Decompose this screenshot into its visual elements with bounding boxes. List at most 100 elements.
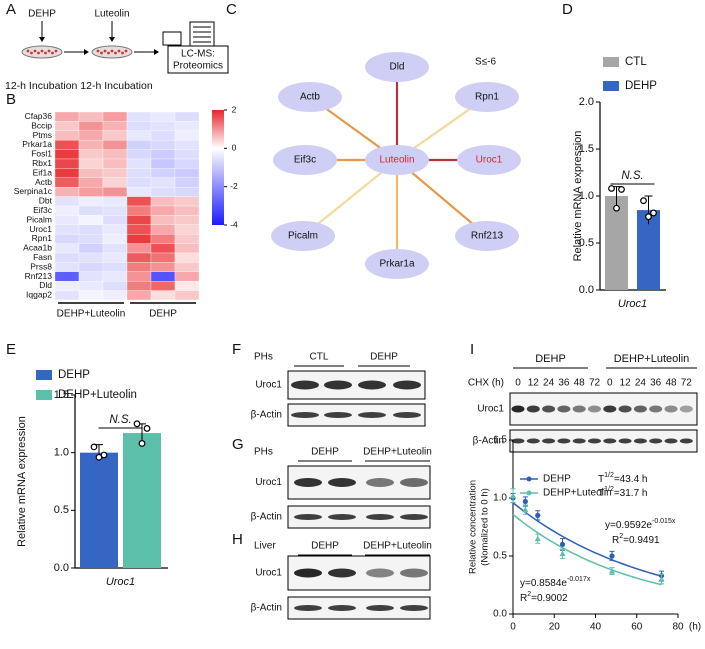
cell	[51, 51, 54, 55]
y-tick-label: 0.0	[54, 562, 69, 574]
heat-cell	[78, 252, 104, 263]
panel-label: A	[6, 1, 16, 18]
heat-cell	[54, 196, 80, 207]
heat-cell	[150, 224, 176, 235]
x-tick-label: 20	[549, 622, 561, 633]
data-point	[138, 440, 146, 447]
heat-cell	[102, 196, 128, 207]
node-label: Rpn1	[475, 92, 499, 103]
node-label: Luteolin	[379, 155, 414, 166]
formula: R2=0.9491	[612, 533, 660, 546]
cell	[117, 49, 121, 53]
heat-cell	[174, 215, 200, 225]
heat-cell	[150, 177, 176, 188]
heat-cell	[174, 130, 200, 141]
cell	[124, 49, 128, 53]
note: S≤-6	[475, 57, 496, 68]
row-label: Picalm	[26, 214, 52, 224]
formula-part: 2	[619, 533, 623, 540]
lcms-box	[167, 45, 229, 74]
colorbar-label: 0	[232, 143, 237, 153]
band	[393, 380, 421, 390]
heat-cell	[102, 215, 128, 225]
time-tick-label: 24	[543, 378, 555, 389]
band	[400, 605, 428, 611]
legend-marker	[526, 490, 532, 496]
heat-cell	[150, 158, 176, 169]
blot-frame	[287, 596, 431, 620]
heat-cell	[174, 234, 200, 244]
formula-part: =43.4 h	[614, 474, 648, 485]
heat-cell	[54, 271, 80, 282]
bar	[637, 210, 660, 290]
heat-cell	[174, 224, 200, 235]
heat-cell	[54, 121, 80, 131]
heat-cell	[78, 271, 104, 282]
row-label: β-Actin	[251, 410, 282, 421]
data-point	[658, 576, 665, 582]
row-label: Fosl1	[31, 149, 52, 159]
band	[679, 405, 693, 413]
time-tick-label: 48	[574, 378, 586, 389]
arrow-head	[39, 37, 45, 42]
legend-label: DEHP	[58, 369, 90, 381]
data-point	[618, 186, 625, 193]
row-label: Rbx1	[32, 158, 52, 168]
band	[526, 438, 540, 444]
node	[455, 221, 519, 251]
node	[271, 221, 335, 251]
band	[649, 405, 663, 413]
heat-cell	[102, 252, 128, 263]
node-label: Dld	[389, 62, 404, 73]
cell	[103, 49, 107, 53]
cell	[114, 51, 117, 55]
y-tick-label: 1.5	[493, 435, 507, 446]
band	[603, 405, 617, 413]
cell	[47, 49, 51, 53]
formula-part: 1/2	[604, 472, 614, 479]
equation-part: -0.017x	[567, 576, 591, 583]
heat-cell	[126, 290, 152, 301]
legend-label: DEHP+Luteolin	[58, 389, 137, 401]
heat-cell	[126, 111, 152, 122]
heat-cell	[174, 149, 200, 160]
x-tick-label: 80	[672, 622, 684, 633]
row-label: Cfap36	[25, 111, 53, 121]
heat-cell	[78, 205, 104, 216]
colorbar-label: -2	[230, 181, 238, 191]
row-label: β-Actin	[251, 512, 282, 523]
heat-cell	[102, 281, 128, 291]
data-point	[535, 512, 541, 519]
heat-cell	[150, 140, 176, 150]
formula-part: =0.9002	[531, 593, 568, 604]
heat-cell	[150, 149, 176, 160]
heat-cell	[150, 130, 176, 141]
node-label: Actb	[300, 92, 320, 103]
heat-cell	[54, 252, 80, 263]
y-tick-label: 0.5	[54, 504, 69, 516]
heat-cell	[126, 243, 152, 254]
cell	[121, 51, 124, 55]
row-label: Acaa1b	[23, 243, 52, 253]
formula: T1/2=43.4 h	[598, 472, 648, 485]
row-label: Prkar1a	[22, 139, 52, 149]
y-tick-label: 0.0	[579, 284, 594, 296]
y-tick-label: 1.5	[579, 143, 594, 155]
data-point	[650, 209, 657, 217]
heat-cell	[102, 205, 128, 216]
equation-part: y=0.9592e	[605, 520, 652, 531]
formula: R2=0.9002	[520, 591, 568, 604]
heat-cell	[54, 205, 80, 216]
heat-cell	[126, 215, 152, 225]
row-label: Bccip	[31, 120, 52, 130]
data-point	[90, 443, 98, 451]
band	[328, 568, 356, 578]
legend-swatch	[603, 57, 619, 67]
heat-cell	[126, 130, 152, 141]
arrow-head	[84, 49, 89, 55]
cell	[96, 49, 100, 53]
heat-cell	[102, 121, 128, 131]
heat-cell	[54, 187, 80, 197]
group-label: DEHP	[311, 541, 339, 552]
y-axis-label: Relative concentration	[468, 480, 479, 574]
